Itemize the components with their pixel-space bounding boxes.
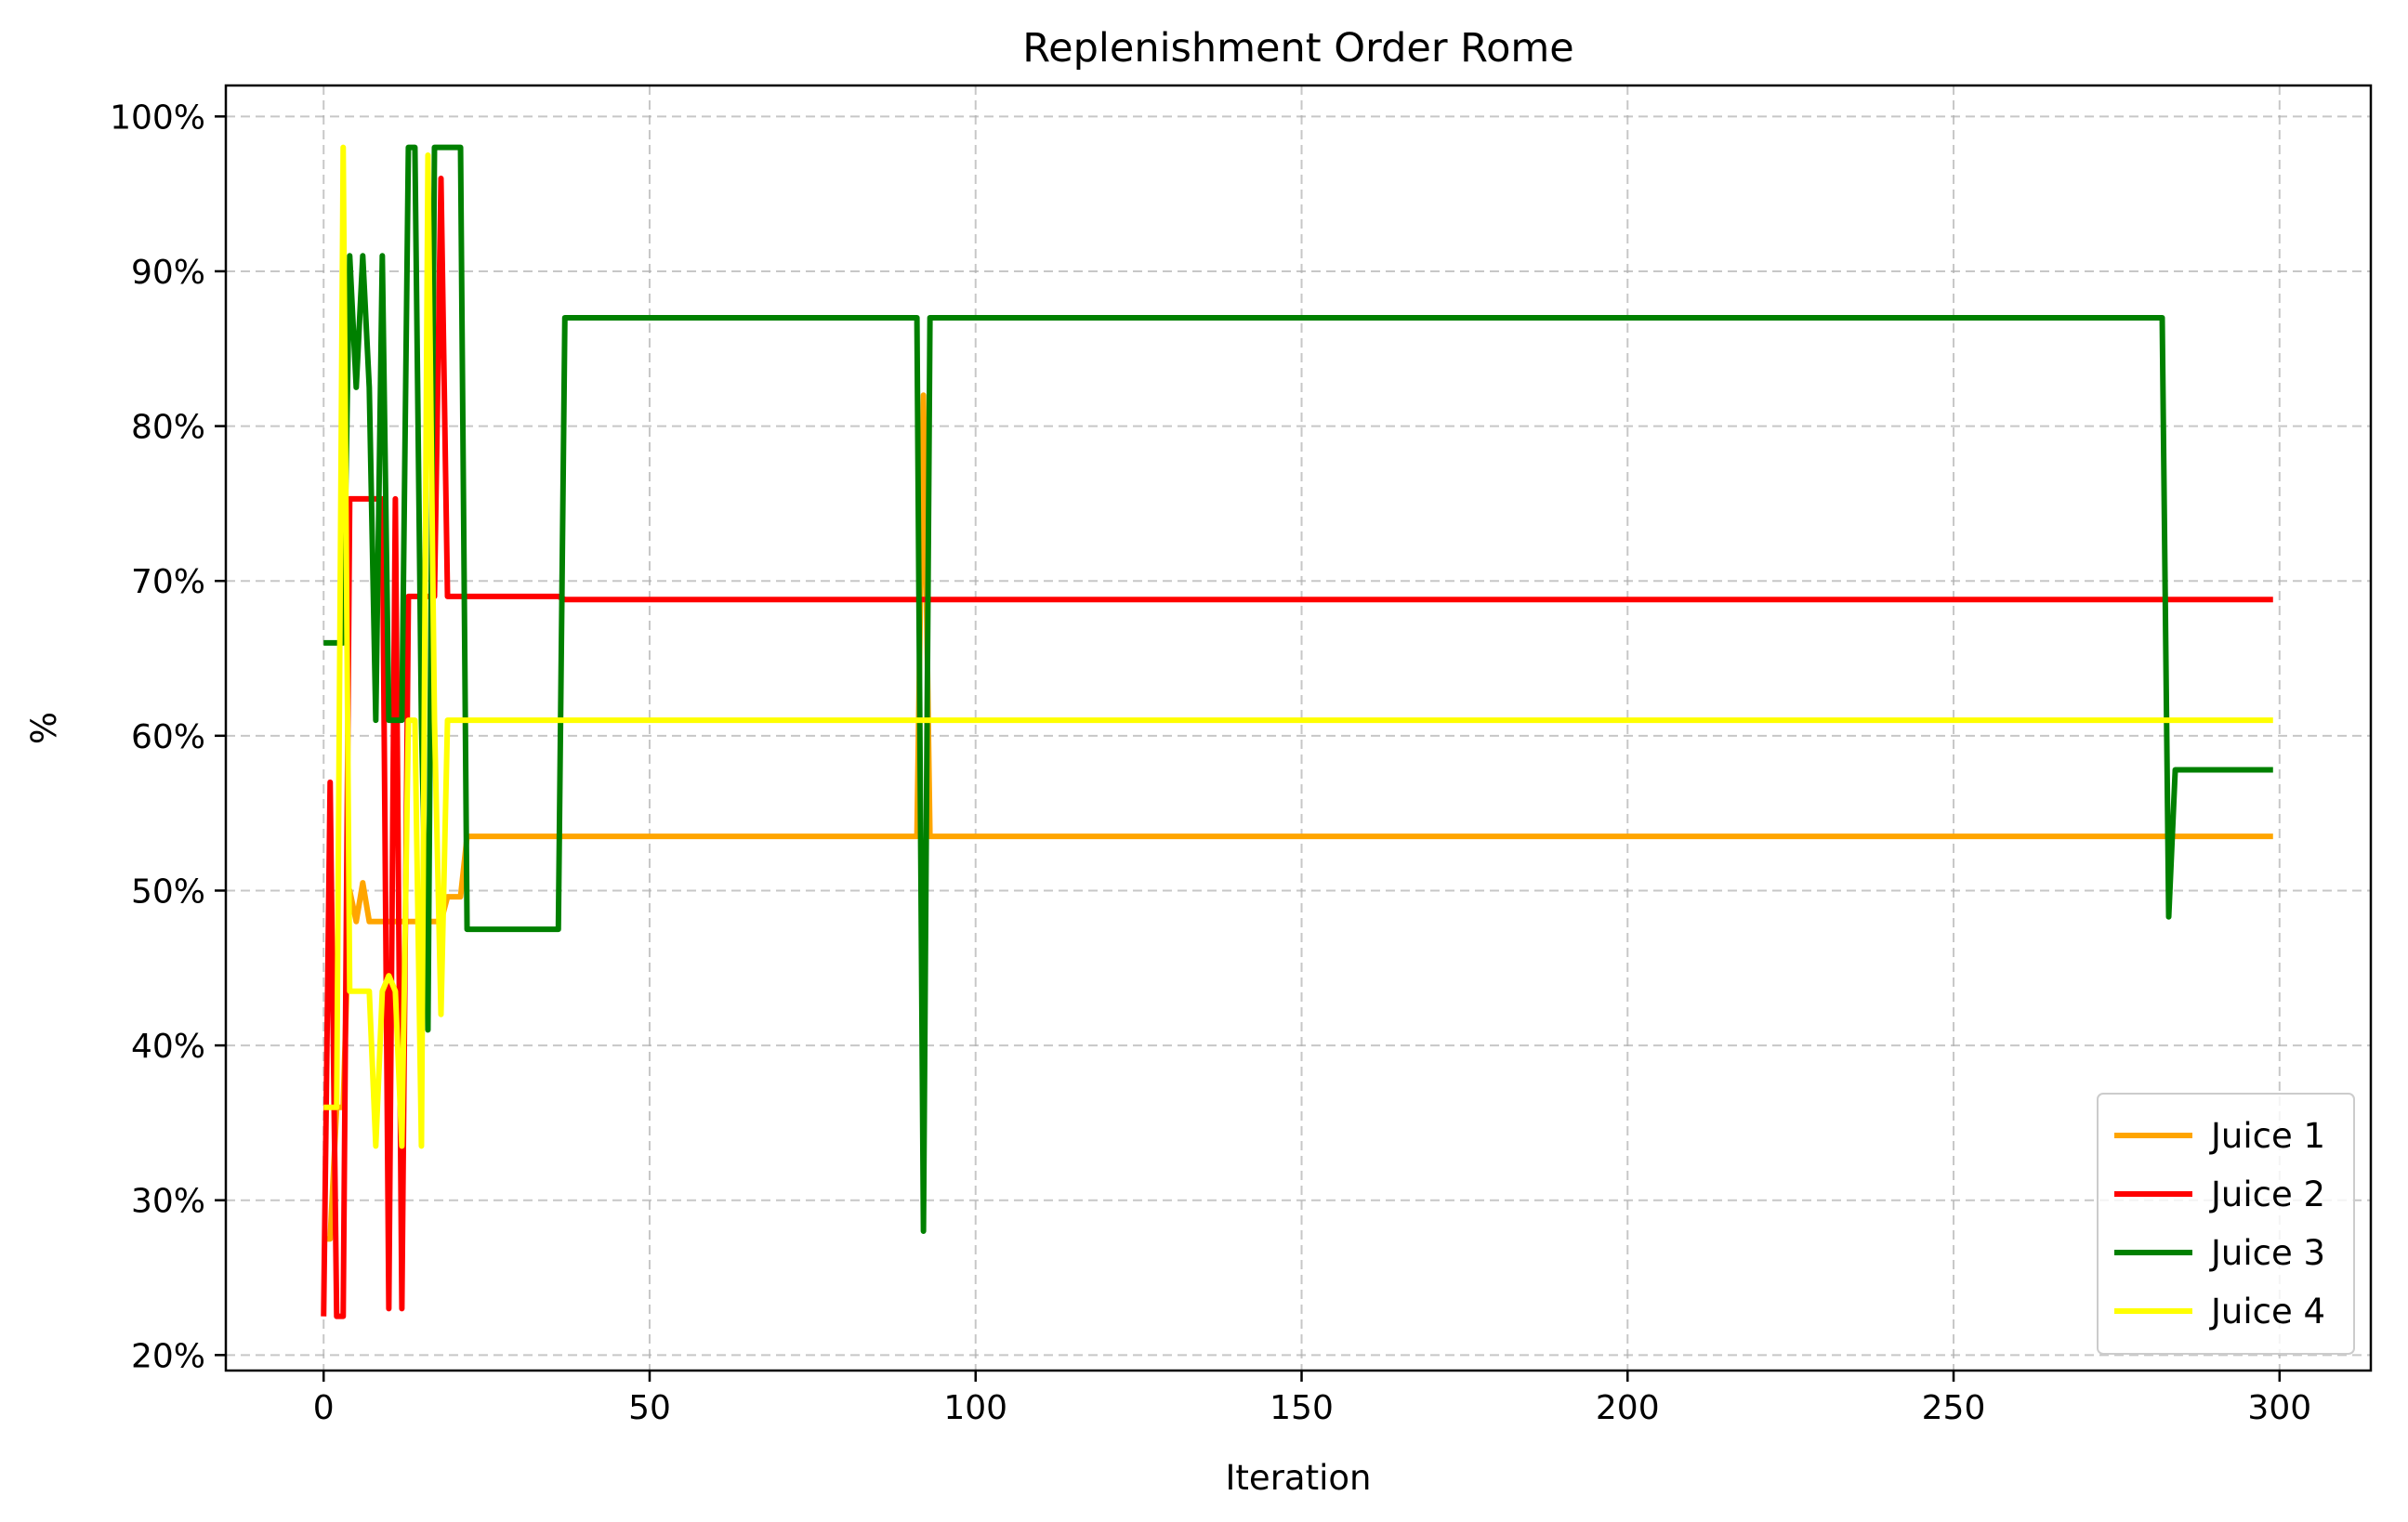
y-tick-label: 50% bbox=[131, 873, 205, 911]
series-group bbox=[321, 144, 2273, 1319]
y-tick-label: 70% bbox=[131, 563, 205, 601]
legend-box bbox=[2097, 1093, 2355, 1355]
legend-label: Juice 1 bbox=[2209, 1116, 2325, 1156]
legend-label: Juice 3 bbox=[2209, 1233, 2325, 1273]
y-tick-label: 60% bbox=[131, 718, 205, 756]
y-tick-label: 80% bbox=[131, 409, 205, 447]
grid bbox=[226, 85, 2371, 1371]
x-axis: 0 50 100 150 200 250 300 bbox=[313, 1371, 2311, 1427]
x-tick-label: 200 bbox=[1596, 1389, 1660, 1427]
x-tick-label: 250 bbox=[1922, 1389, 1986, 1427]
y-tick-label: 20% bbox=[131, 1337, 205, 1375]
x-tick-label: 300 bbox=[2247, 1389, 2311, 1427]
legend-label: Juice 2 bbox=[2209, 1174, 2325, 1214]
plot-frame bbox=[224, 84, 2373, 1372]
legend: Juice 1 Juice 2 Juice 3 Juice 4 bbox=[2097, 1093, 2355, 1355]
x-tick-label: 100 bbox=[943, 1389, 1007, 1427]
x-axis-label: Iteration bbox=[1226, 1458, 1372, 1498]
x-tick-label: 50 bbox=[628, 1389, 671, 1427]
series-line-juice-2 bbox=[321, 175, 2273, 1319]
y-tick-label: 100% bbox=[110, 98, 205, 137]
legend-label: Juice 4 bbox=[2209, 1292, 2325, 1332]
series-line-juice-4 bbox=[323, 144, 2273, 1149]
y-tick-label: 40% bbox=[131, 1028, 205, 1066]
chart-title: Replenishment Order Rome bbox=[1022, 25, 1574, 72]
y-tick-label: 90% bbox=[131, 254, 205, 292]
y-axis: 20% 30% 40% 50% 60% 70% 80% 90% 100% bbox=[110, 98, 226, 1375]
x-tick-label: 150 bbox=[1270, 1389, 1334, 1427]
y-axis-label: % bbox=[24, 712, 64, 744]
series-line-juice-3 bbox=[323, 144, 2273, 1235]
x-tick-label: 0 bbox=[313, 1389, 335, 1427]
y-tick-label: 30% bbox=[131, 1183, 205, 1221]
